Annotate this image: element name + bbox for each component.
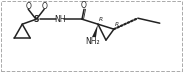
Polygon shape bbox=[92, 24, 98, 37]
Text: O: O bbox=[41, 2, 47, 11]
Text: NH₂: NH₂ bbox=[86, 37, 100, 46]
Text: NH: NH bbox=[54, 15, 66, 24]
Text: O: O bbox=[81, 1, 87, 10]
Text: O: O bbox=[25, 2, 31, 11]
Text: R: R bbox=[115, 22, 119, 27]
Text: R: R bbox=[99, 17, 103, 22]
Text: S: S bbox=[33, 15, 39, 24]
